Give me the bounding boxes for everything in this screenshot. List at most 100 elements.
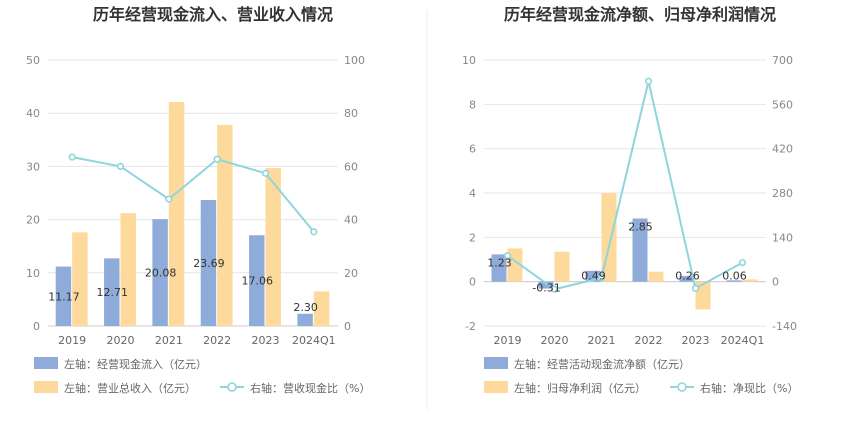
right-tick-label: 420 <box>772 143 793 156</box>
ratio-point <box>68 153 76 161</box>
bar-secondary <box>217 124 233 327</box>
right-axis-ticks: -140 0 140 280 420 560 700 <box>772 54 797 333</box>
left-tick-label: -2 <box>465 320 476 333</box>
left-tick-label: 2 <box>469 231 476 244</box>
legend-label: 左轴：营业总收入（亿元） <box>64 381 196 395</box>
ratio-point <box>550 285 559 293</box>
right-tick-label: 280 <box>772 187 793 200</box>
right-tick-label: 0 <box>344 320 351 333</box>
left-tick-label: 6 <box>469 143 476 156</box>
right-tick-label: -140 <box>772 320 797 333</box>
bar-primary <box>491 254 507 282</box>
left-tick-label: 30 <box>26 160 40 173</box>
legend-label: 左轴：经营现金流入（亿元） <box>64 357 207 371</box>
bar-value-label: 23.69 <box>193 257 225 270</box>
left-tick-label: 10 <box>26 267 40 280</box>
left-tick-label: 40 <box>26 107 40 120</box>
bar-primary <box>585 270 601 282</box>
grid <box>48 59 338 327</box>
x-tick-label: 2024Q1 <box>721 334 765 347</box>
right-tick-label: 40 <box>344 214 358 227</box>
bar-primary <box>200 199 217 326</box>
legend: 左轴：经营活动现金流净额（亿元） 左轴：归母净利润（亿元） 右轴：净现比（%） <box>484 357 798 395</box>
x-axis-ticks: 2019 2020 2021 2022 2023 2024Q1 <box>494 334 765 347</box>
left-tick-label: 0 <box>33 320 40 333</box>
x-tick-label: 2023 <box>252 334 280 347</box>
ratio-polyline <box>71 156 315 233</box>
right-tick-label: 560 <box>772 98 793 111</box>
left-tick-label: 4 <box>469 187 476 200</box>
bar-value-label: 20.08 <box>145 267 177 280</box>
ratio-point <box>503 252 512 260</box>
bar-secondary <box>313 291 330 326</box>
bar-value-label: 1.23 <box>487 256 512 269</box>
bar-secondary <box>72 232 88 326</box>
right-tick-label: 0 <box>772 276 779 289</box>
legend-swatch <box>34 381 58 393</box>
ratio-line <box>503 77 747 293</box>
bar-value-label: 12.71 <box>97 286 129 299</box>
x-axis-ticks: 2019 2020 2021 2022 2023 2024Q1 <box>58 334 335 347</box>
ratio-point <box>165 195 173 203</box>
x-tick-label: 2022 <box>203 334 231 347</box>
right-tick-label: 140 <box>772 231 793 244</box>
bar-secondary <box>120 213 136 326</box>
legend-line-marker <box>677 382 687 392</box>
cash-inflow-revenue-chart: 历年经营现金流入、营业收入情况 0 10 20 30 40 50 0 20 40 60 80 100… <box>26 5 370 395</box>
x-tick-label: 2023 <box>682 334 710 347</box>
left-axis-ticks: -2 0 2 4 6 8 10 <box>462 54 476 333</box>
ratio-point <box>644 77 653 85</box>
ratio-point <box>597 274 606 282</box>
legend-line-marker <box>227 382 237 392</box>
right-axis-ticks: 0 20 40 60 80 100 <box>344 54 365 333</box>
bar-secondary <box>507 248 523 282</box>
legend-swatch <box>34 357 58 369</box>
bar-value-label: 0.26 <box>675 270 700 283</box>
left-tick-label: 20 <box>26 214 40 227</box>
ratio-point <box>261 169 270 177</box>
bar-value-label: 2.30 <box>293 301 318 314</box>
right-tick-label: 700 <box>772 54 793 67</box>
bar-secondary <box>742 279 758 282</box>
left-tick-label: 10 <box>462 54 476 67</box>
bar-primary <box>726 280 742 282</box>
bar-value-label: 2.85 <box>628 220 653 233</box>
x-tick-label: 2020 <box>107 334 135 347</box>
legend: 左轴：经营现金流入（亿元） 左轴：营业总收入（亿元） 右轴：营收现金比（%） <box>34 357 370 395</box>
bar-value-label: 17.06 <box>242 275 274 288</box>
bar-primary <box>297 313 313 326</box>
legend-swatch <box>484 357 508 369</box>
bar-secondary <box>648 271 664 282</box>
left-tick-label: 0 <box>469 276 476 289</box>
bar-secondary <box>554 251 570 282</box>
right-tick-label: 100 <box>344 54 365 67</box>
bar-secondary <box>168 102 185 326</box>
left-axis-ticks: 0 10 20 30 40 50 <box>26 54 40 333</box>
x-tick-label: 2020 <box>541 334 569 347</box>
bar-primary <box>55 266 72 326</box>
x-tick-label: 2019 <box>494 334 522 347</box>
legend-label: 左轴：经营活动现金流净额（亿元） <box>514 357 690 371</box>
ratio-line <box>68 153 318 236</box>
bar-value-labels: 1.23 -0.31 0.49 2.85 0.26 0.06 <box>487 220 747 294</box>
ratio-point <box>691 284 700 292</box>
bar-primary <box>152 219 168 326</box>
bar-value-label: -0.31 <box>532 282 560 295</box>
legend-swatch <box>484 381 508 393</box>
legend-label: 左轴：归母净利润（亿元） <box>514 381 646 395</box>
x-tick-label: 2024Q1 <box>292 334 336 347</box>
ratio-point <box>213 155 221 163</box>
bar-value-label: 0.49 <box>581 270 606 283</box>
ratio-point <box>310 228 318 236</box>
bar-value-labels: 11.17 12.71 20.08 23.69 17.06 2.30 <box>48 257 318 314</box>
bar-primary <box>104 258 120 326</box>
chart-title: 历年经营现金流净额、归母净利润情况 <box>504 5 776 24</box>
bar-primary <box>679 275 695 282</box>
right-tick-label: 20 <box>344 267 358 280</box>
bar-value-label: 11.17 <box>48 290 80 303</box>
grid <box>484 59 766 327</box>
bar-secondary <box>265 167 281 326</box>
left-tick-label: 50 <box>26 54 40 67</box>
bar-primary <box>249 235 265 326</box>
x-tick-label: 2022 <box>635 334 663 347</box>
